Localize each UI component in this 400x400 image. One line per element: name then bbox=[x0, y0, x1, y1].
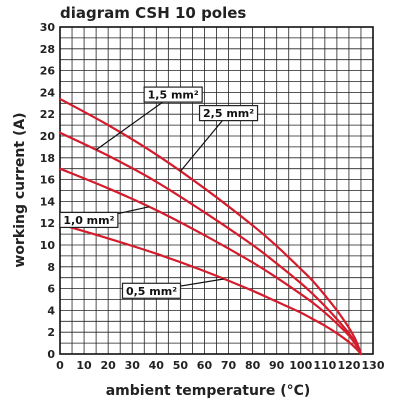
x-tick-label: 30 bbox=[125, 359, 141, 372]
x-tick-label: 10 bbox=[76, 359, 92, 372]
x-tick-label: 20 bbox=[100, 359, 116, 372]
x-tick-label: 90 bbox=[269, 359, 285, 372]
y-axis-label: working current (A) bbox=[12, 112, 28, 267]
series-label: 1,5 mm² bbox=[148, 89, 199, 102]
y-tick-label: 4 bbox=[47, 304, 55, 317]
x-tick-label: 120 bbox=[337, 359, 360, 372]
y-tick-label: 22 bbox=[40, 108, 55, 121]
series-label: 2,5 mm² bbox=[203, 107, 254, 120]
x-tick-label: 80 bbox=[245, 359, 261, 372]
y-tick-label: 10 bbox=[40, 239, 56, 252]
y-tick-label: 14 bbox=[40, 195, 56, 208]
x-tick-label: 0 bbox=[56, 359, 64, 372]
x-tick-label: 40 bbox=[149, 359, 165, 372]
x-tick-label: 100 bbox=[289, 359, 312, 372]
series-line bbox=[58, 97, 363, 356]
series-label: 0,5 mm² bbox=[126, 285, 177, 298]
label-leaders bbox=[88, 94, 230, 292]
y-tick-label: 28 bbox=[40, 43, 55, 56]
y-tick-label: 0 bbox=[47, 348, 55, 361]
series-line bbox=[58, 223, 363, 356]
series-label-box bbox=[59, 211, 119, 229]
y-tick-label: 16 bbox=[40, 174, 56, 187]
x-tick-label: 70 bbox=[221, 359, 237, 372]
y-tick-label: 24 bbox=[40, 86, 56, 99]
x-tick-labels: 0 10 20 30 40 50 60 70 80 90 100 110 120 130 bbox=[56, 359, 385, 372]
label-leader-line bbox=[95, 94, 174, 151]
series-label-box bbox=[121, 282, 182, 299]
x-tick-label: 130 bbox=[362, 359, 385, 372]
label-leader-line bbox=[179, 112, 230, 172]
y-tick-label: 6 bbox=[47, 283, 55, 296]
plot-frame bbox=[59, 26, 374, 355]
y-tick-label: 30 bbox=[40, 21, 56, 34]
y-tick-label: 12 bbox=[40, 217, 55, 230]
chart-title: diagram CSH 10 poles bbox=[60, 4, 246, 22]
y-tick-label: 20 bbox=[40, 130, 56, 143]
grid bbox=[59, 26, 374, 355]
series-label-box bbox=[143, 86, 203, 103]
series-label-box bbox=[198, 105, 259, 122]
y-tick-label: 8 bbox=[47, 261, 55, 274]
x-tick-label: 110 bbox=[313, 359, 336, 372]
x-tick-label: 60 bbox=[197, 359, 213, 372]
y-tick-label: 2 bbox=[47, 326, 55, 339]
x-tick-label: 50 bbox=[173, 359, 189, 372]
y-tick-label: 26 bbox=[40, 65, 56, 78]
series-labels: 1,5 mm² 2,5 mm² 1,0 mm² 0,5 mm² bbox=[59, 86, 259, 299]
x-axis-label: ambient temperature (°C) bbox=[106, 383, 311, 399]
series-label: 1,0 mm² bbox=[63, 214, 114, 227]
series-lines bbox=[58, 97, 363, 356]
y-tick-label: 18 bbox=[40, 152, 55, 165]
series-line bbox=[58, 131, 363, 356]
series-line bbox=[58, 167, 363, 356]
